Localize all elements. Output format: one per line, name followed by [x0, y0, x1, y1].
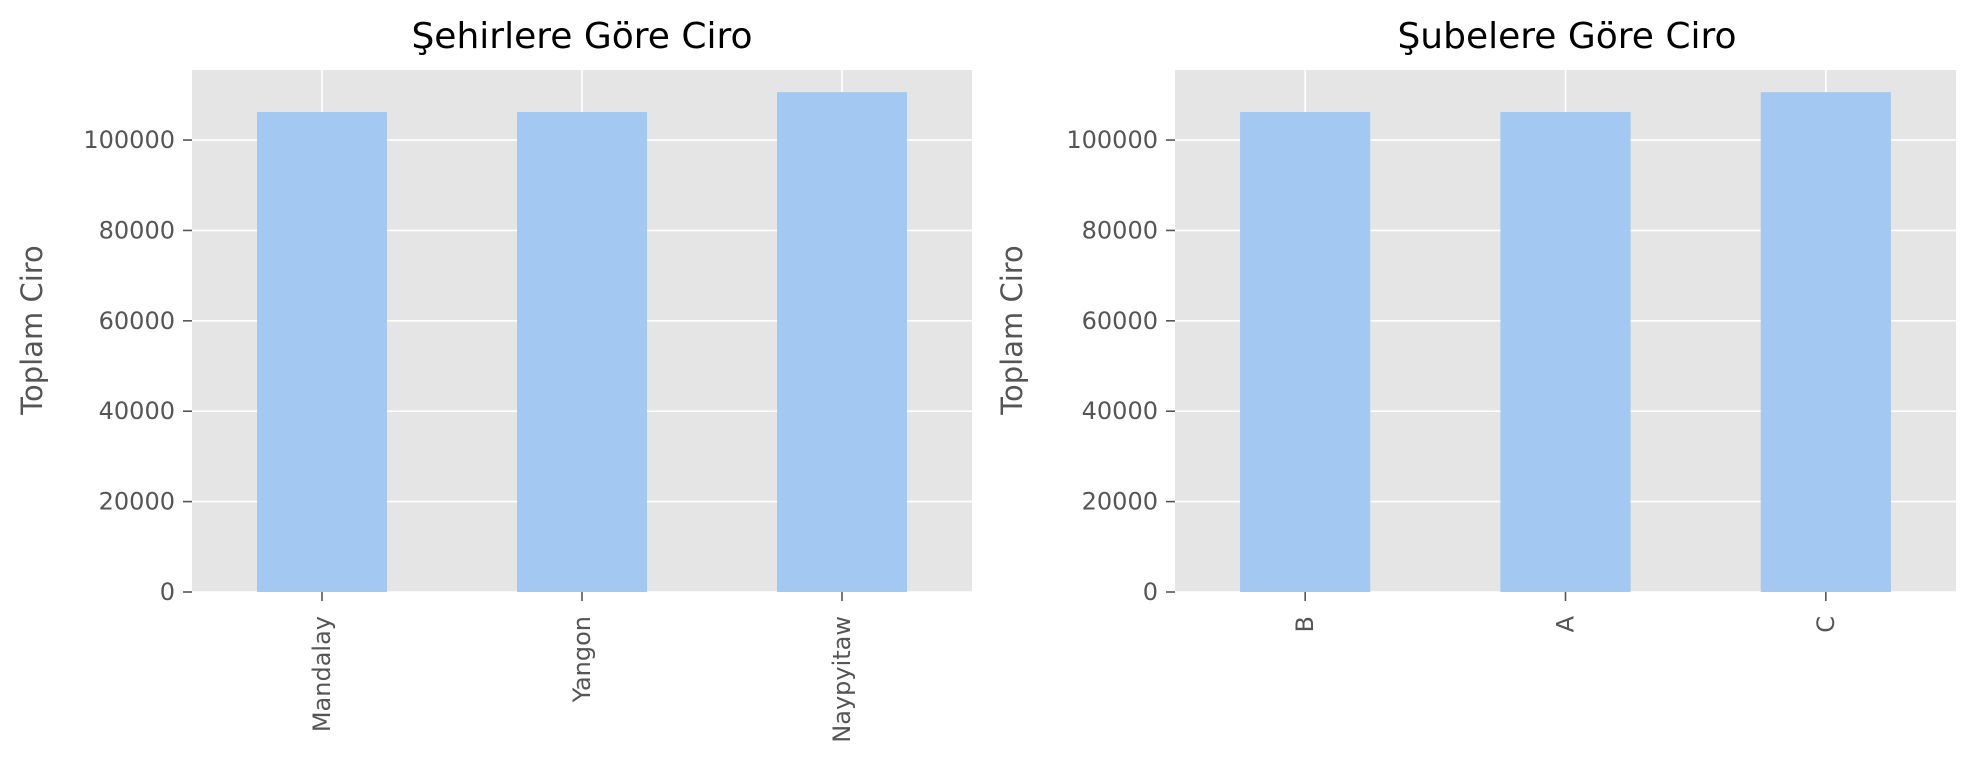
- x-tick-label: A: [1552, 615, 1580, 632]
- chart-city-revenue: 0 20000 40000 60000 80000 100000 Mandalay Yango…: [15, 16, 972, 743]
- y-tick-label: 80000: [1082, 216, 1158, 244]
- y-tick-label: 60000: [99, 307, 175, 335]
- y-tick-label: 80000: [99, 216, 175, 244]
- y-tick-label: 20000: [99, 488, 175, 516]
- chart-branch-revenue: 0 20000 40000 60000 80000 100000 B A C Şubelere …: [995, 16, 1956, 633]
- plot-area: 0 20000 40000 60000 80000 100000 Mandalay Yango…: [83, 70, 972, 743]
- x-tick-label: C: [1812, 616, 1840, 633]
- bar-c: [1760, 92, 1891, 593]
- chart-title: Şehirlere Göre Ciro: [411, 16, 752, 57]
- y-tick-label: 20000: [1082, 488, 1158, 516]
- x-tick-label: B: [1291, 616, 1319, 632]
- bar-a: [1500, 112, 1631, 593]
- chart-title: Şubelere Göre Ciro: [1397, 16, 1736, 57]
- y-tick-label: 100000: [1066, 126, 1158, 154]
- y-axis-label: Toplam Ciro: [15, 245, 49, 416]
- y-tick-label: 0: [160, 578, 175, 606]
- x-tick-label: Naypyitaw: [828, 616, 856, 743]
- y-tick-label: 40000: [1082, 397, 1158, 425]
- y-axis-label: Toplam Ciro: [995, 245, 1029, 416]
- y-tick-label: 60000: [1082, 307, 1158, 335]
- bar-mandalay: [257, 112, 387, 593]
- bar-yangon: [517, 112, 647, 593]
- bar-naypyitaw: [777, 92, 907, 593]
- x-tick-label: Yangon: [568, 616, 596, 703]
- plot-area: 0 20000 40000 60000 80000 100000 B A C: [1066, 70, 1956, 633]
- y-tick-label: 0: [1143, 578, 1158, 606]
- bar-b: [1240, 112, 1371, 593]
- x-tick-label: Mandalay: [308, 616, 336, 732]
- y-tick-label: 100000: [83, 126, 175, 154]
- y-tick-label: 40000: [99, 397, 175, 425]
